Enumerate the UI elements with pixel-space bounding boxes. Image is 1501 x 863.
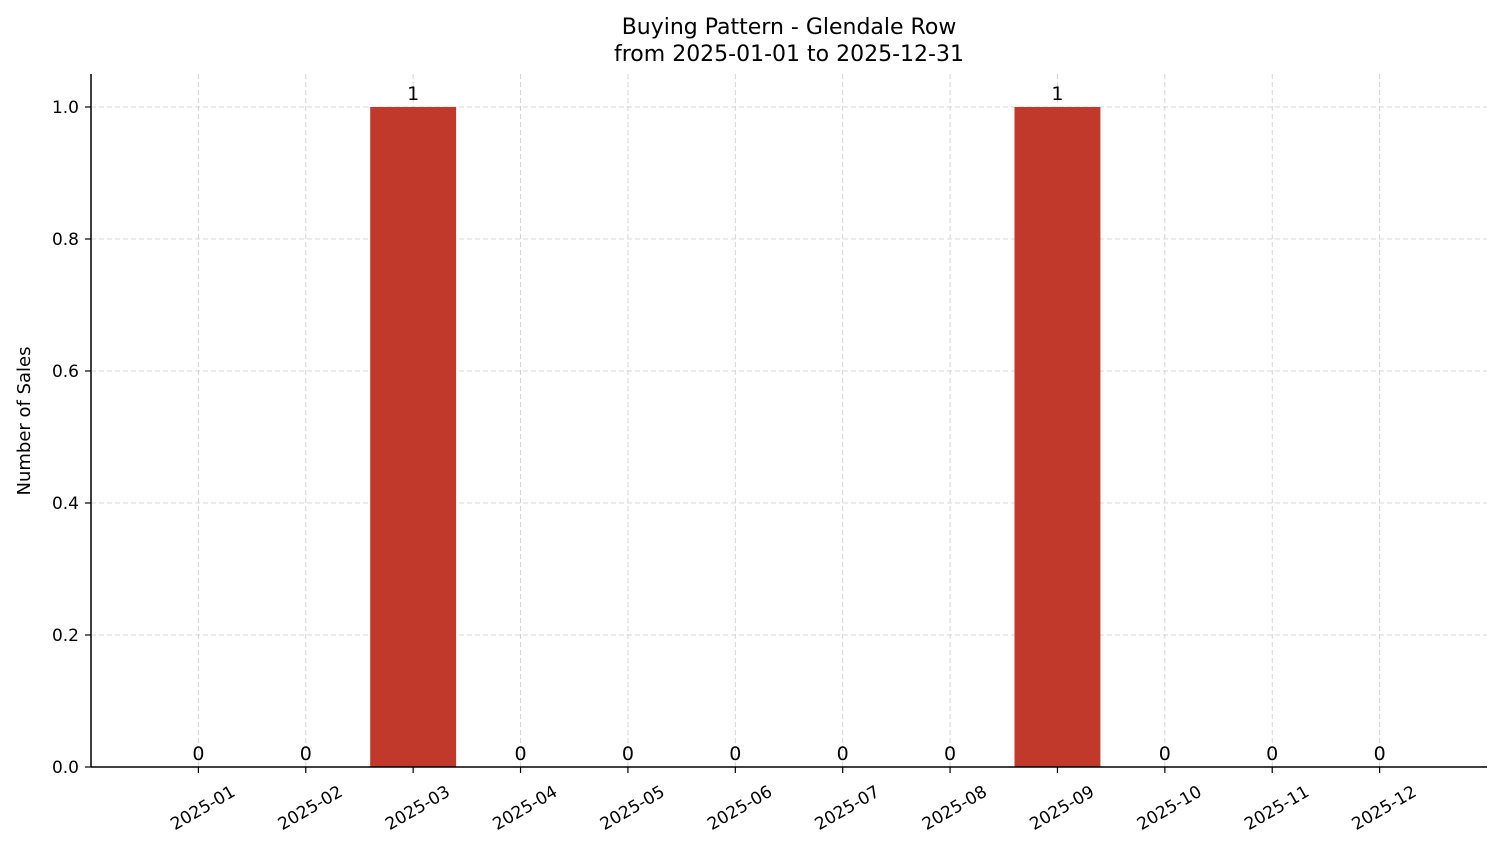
bar-2025-03 (370, 107, 457, 767)
y-tick-label: 0.2 (52, 626, 79, 646)
data-label: 0 (622, 743, 634, 765)
y-axis-label: Number of Sales (14, 346, 35, 495)
x-tick-label: 2025-07 (812, 782, 884, 835)
y-tick-label: 0.6 (52, 362, 79, 382)
data-label: 0 (1159, 743, 1171, 765)
x-tick-label: 2025-03 (382, 782, 454, 835)
x-tick-label: 2025-06 (704, 782, 776, 835)
chart-title: Buying Pattern - Glendale Row (622, 15, 957, 40)
x-tick-label: 2025-01 (167, 782, 239, 835)
y-tick-label: 0.8 (52, 230, 79, 250)
bar-2025-09 (1014, 107, 1101, 767)
data-label: 0 (514, 743, 526, 765)
axes-layer (85, 74, 1487, 773)
x-tick-label: 2025-02 (275, 782, 347, 835)
data-label: 1 (407, 83, 419, 105)
data-label: 0 (300, 743, 312, 765)
data-label: 0 (944, 743, 956, 765)
data-label: 0 (192, 743, 204, 765)
y-tick-label: 0.0 (52, 758, 79, 778)
x-tick-label: 2025-12 (1349, 782, 1421, 835)
y-tick-label: 1.0 (52, 98, 79, 118)
y-tick-label: 0.4 (52, 494, 79, 514)
x-tick-label: 2025-11 (1241, 782, 1313, 835)
x-tick-label: 2025-09 (1026, 782, 1098, 835)
x-tick-label: 2025-04 (490, 782, 562, 835)
x-tick-label: 2025-10 (1134, 782, 1206, 835)
x-tick-label: 2025-08 (919, 782, 991, 835)
data-label: 0 (837, 743, 849, 765)
data-label: 0 (1266, 743, 1278, 765)
data-label: 1 (1051, 83, 1063, 105)
data-label: 0 (1374, 743, 1386, 765)
grid-layer (91, 74, 1487, 768)
bars-layer (370, 107, 1101, 767)
data-label: 0 (729, 743, 741, 765)
chart-subtitle: from 2025-01-01 to 2025-12-31 (614, 42, 964, 67)
labels-layer: 0.0 0.2 0.4 0.6 0.8 1.0 2025-01 2025-02 2025-03 2… (52, 83, 1420, 835)
x-tick-label: 2025-05 (597, 782, 669, 835)
